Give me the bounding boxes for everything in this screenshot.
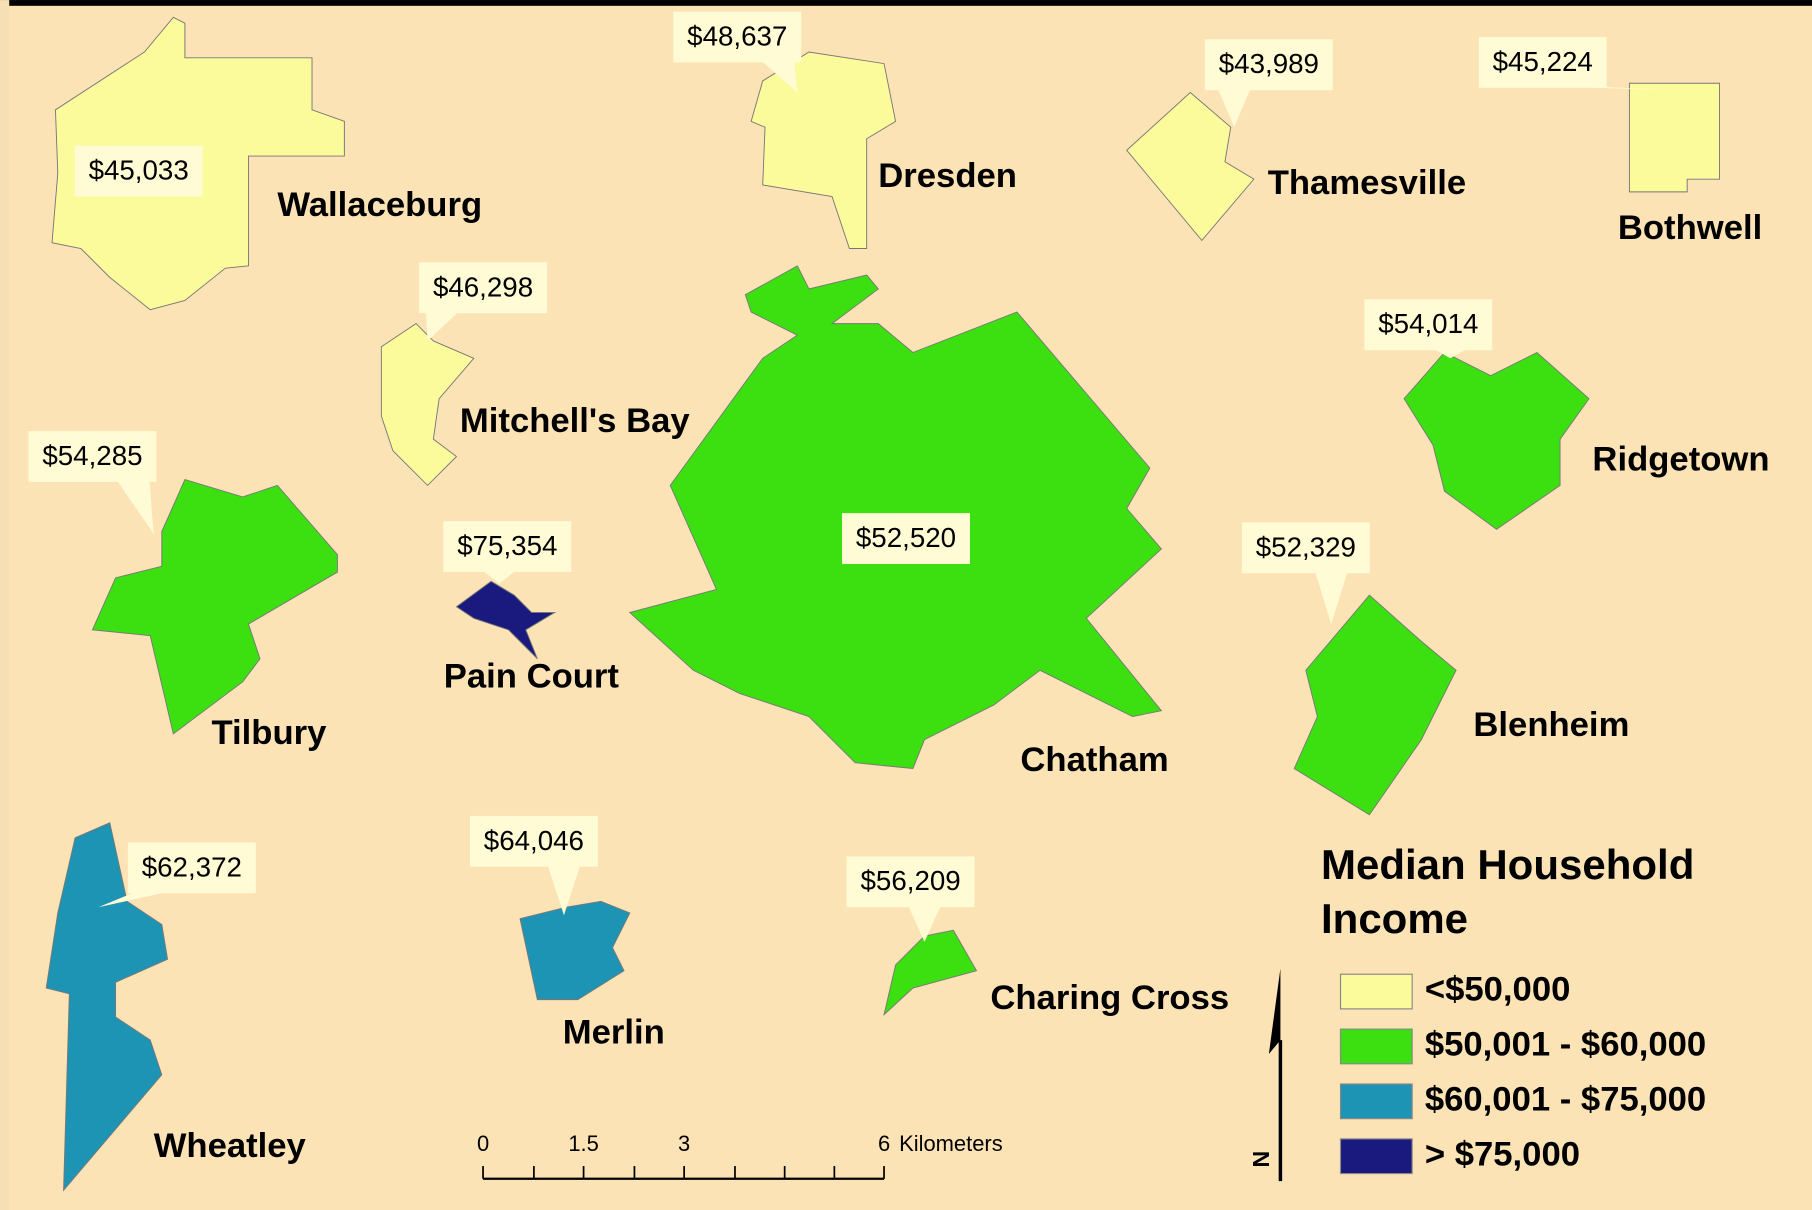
town-polygon — [455, 580, 557, 660]
income-label: $43,989 — [1219, 48, 1319, 79]
income-callout: $52,520 — [842, 513, 970, 564]
legend-swatch — [1339, 1083, 1413, 1120]
callout-box — [443, 521, 572, 573]
income-callout: $56,209 — [846, 856, 975, 942]
callout-box — [846, 856, 975, 908]
town-name: Pain Court — [444, 658, 620, 696]
income-callout: $45,224 — [1478, 37, 1670, 91]
income-callout: $64,046 — [469, 815, 598, 916]
callout-pointer — [98, 892, 168, 908]
legend-swatch — [1339, 973, 1413, 1010]
town-name: Mitchell's Bay — [460, 402, 690, 440]
town-name: Ridgetown — [1592, 440, 1769, 478]
scale-label: 1.5 — [568, 1131, 599, 1156]
callout-box — [1241, 522, 1370, 574]
town-name: Merlin — [563, 1014, 665, 1052]
town-polygon — [91, 479, 338, 735]
town-name: Bothwell — [1618, 209, 1762, 247]
callout-box — [1478, 37, 1607, 88]
legend-swatch — [1339, 1138, 1413, 1175]
income-callout: $48,637 — [673, 11, 802, 93]
callout-box — [419, 262, 548, 314]
town-name: Tilbury — [211, 714, 327, 752]
income-label: $54,014 — [1378, 308, 1478, 339]
callout-box — [127, 842, 256, 894]
income-label: $45,033 — [89, 155, 189, 186]
income-callout: $75,354 — [443, 521, 572, 584]
income-label: $45,224 — [1493, 46, 1593, 77]
town-polygon — [750, 51, 897, 249]
income-callout: $54,014 — [1364, 299, 1493, 359]
north-arrow-head — [1268, 968, 1281, 1054]
town-polygon — [1126, 91, 1255, 242]
legend-label: > $75,000 — [1425, 1135, 1580, 1173]
scale-label: 0 — [477, 1131, 489, 1156]
callout-box — [469, 815, 598, 867]
income-callout: $52,329 — [1241, 522, 1370, 625]
town-polygons — [45, 16, 1721, 1192]
legend-label: $60,001 - $75,000 — [1425, 1080, 1706, 1118]
income-label: $52,329 — [1256, 531, 1356, 562]
callout-pointer — [426, 312, 459, 341]
callout-box — [842, 513, 970, 564]
town-name: Wheatley — [154, 1127, 307, 1165]
north-arrow: N — [1248, 968, 1283, 1182]
frame-top — [0, 0, 1812, 6]
callout-box — [673, 11, 802, 63]
income-callout: $62,372 — [98, 842, 256, 908]
callout-box — [1204, 39, 1333, 91]
legend: <$50,000 $50,001 - $60,000 $60,001 - $75,0… — [1339, 971, 1706, 1175]
income-label: $48,637 — [687, 21, 787, 52]
town-name: Chatham — [1020, 741, 1168, 779]
callout-pointer — [1315, 572, 1348, 625]
income-callout: $46,298 — [419, 262, 548, 341]
legend-label: <$50,000 — [1425, 971, 1571, 1009]
income-callout: $45,033 — [74, 145, 203, 197]
callout-pointer — [483, 570, 516, 584]
town-polygon — [1403, 351, 1590, 530]
town-name: Wallaceburg — [277, 186, 482, 224]
legend-title: Median Household Income — [1321, 841, 1695, 942]
income-label: $52,520 — [856, 522, 956, 553]
callout-box — [74, 145, 203, 197]
town-polygon — [519, 900, 631, 1001]
town-name: Charing Cross — [990, 979, 1229, 1017]
income-callout: $43,989 — [1204, 39, 1333, 128]
town-name: Blenheim — [1473, 706, 1629, 744]
legend-label: $50,001 - $60,000 — [1425, 1026, 1706, 1064]
income-label: $54,285 — [42, 440, 142, 471]
income-label: $75,354 — [457, 530, 557, 561]
scale-label: 6 — [878, 1131, 890, 1156]
callout-pointer — [908, 906, 941, 942]
town-labels: Wallaceburg $45,033 Dresden $48,637 Thamesvi… — [28, 11, 1770, 1165]
north-label: N — [1248, 1151, 1274, 1168]
income-label: $56,209 — [861, 865, 961, 896]
town-name: Thamesville — [1268, 164, 1466, 202]
scale-label: 3 — [678, 1131, 690, 1156]
income-label: $46,298 — [433, 271, 533, 302]
callout-pointer — [547, 865, 581, 916]
callout-pointer — [1434, 349, 1467, 359]
town-polygon — [1293, 594, 1457, 816]
scale-unit: Kilometers — [899, 1131, 1003, 1156]
income-label: $62,372 — [142, 851, 242, 882]
callout-box — [1364, 299, 1493, 351]
income-label: $64,046 — [484, 825, 584, 856]
frame-left — [0, 0, 10, 1210]
town-polygon — [1628, 82, 1721, 193]
town-name: Dresden — [878, 157, 1017, 195]
town-polygon — [45, 822, 169, 1192]
scale-bar: 0 1.5 3 6 Kilometers — [477, 1131, 1003, 1180]
legend-swatch — [1339, 1028, 1413, 1065]
callout-box — [28, 431, 157, 482]
callout-pointer — [1218, 89, 1251, 128]
